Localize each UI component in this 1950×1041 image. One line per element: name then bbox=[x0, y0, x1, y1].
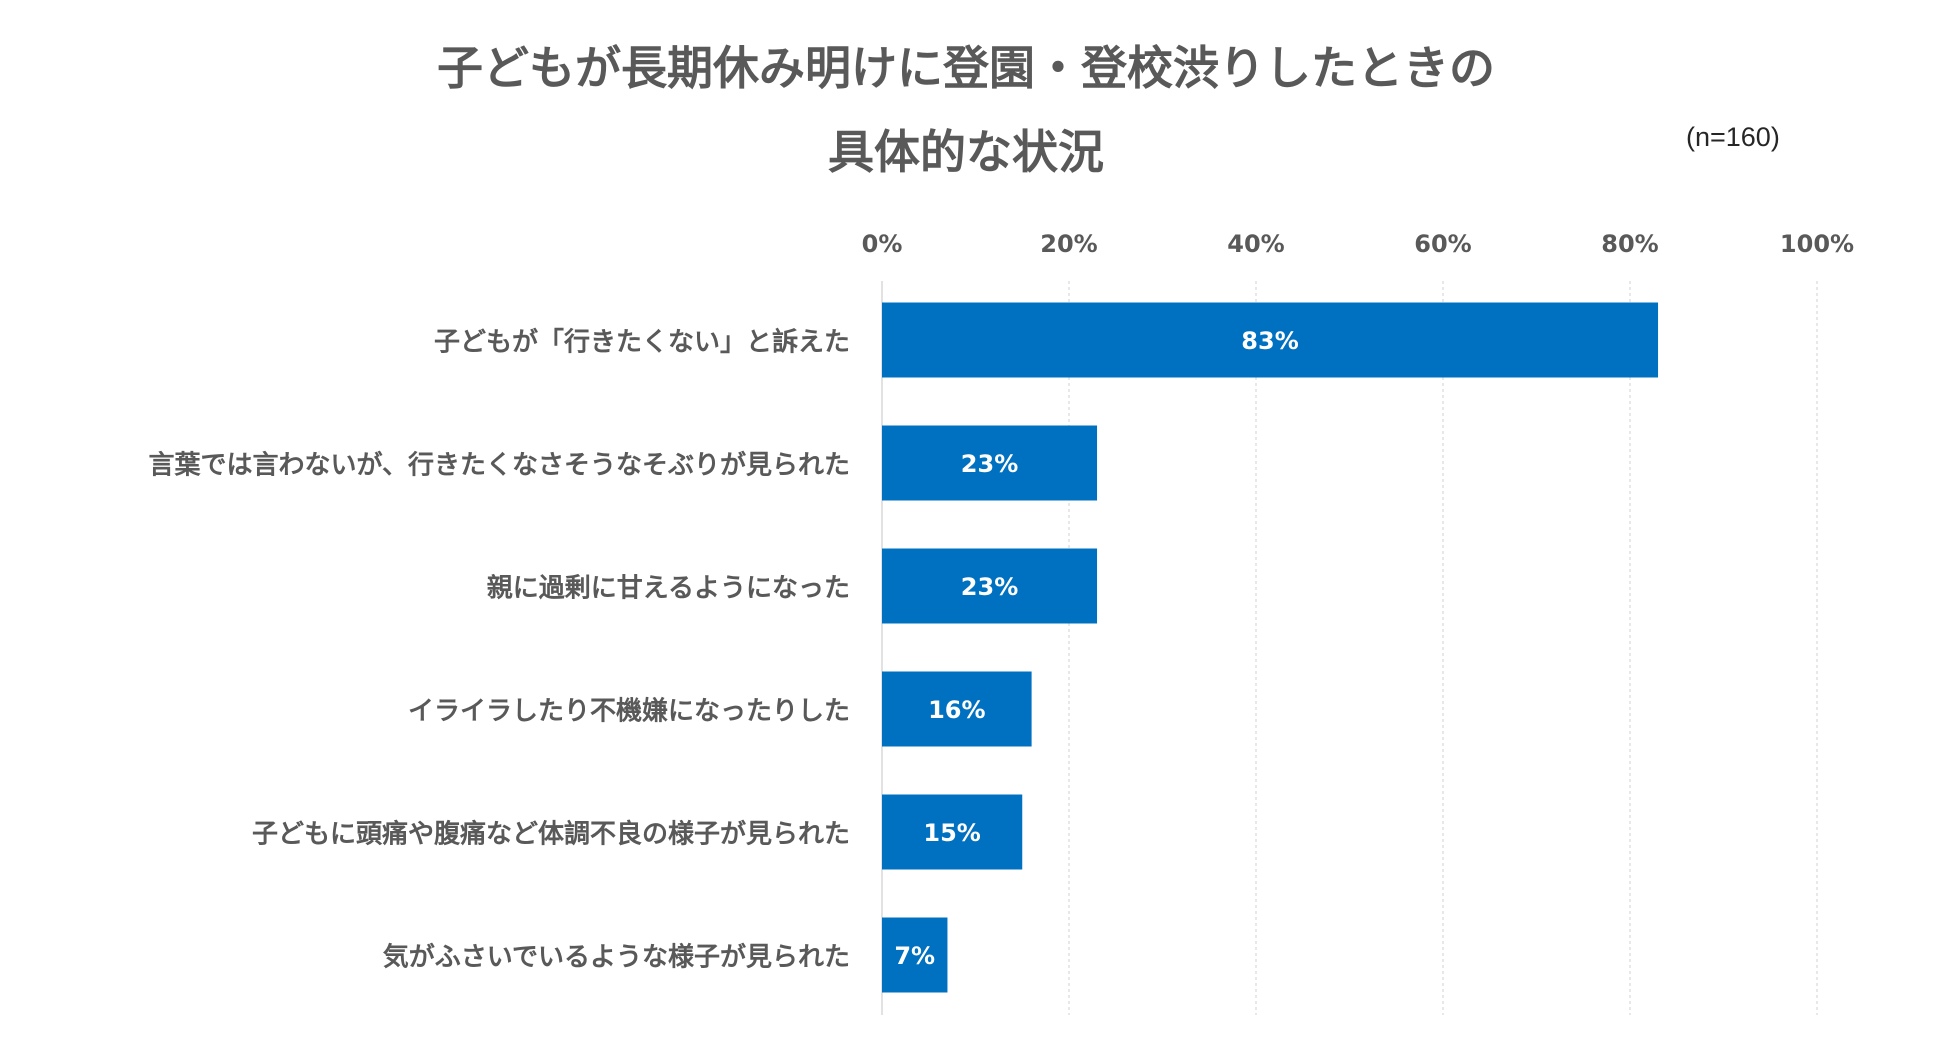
category-label: イライラしたり不機嫌になったりした bbox=[407, 696, 850, 727]
category-label: 親に過剰に甘えるようになった bbox=[486, 573, 850, 604]
bar bbox=[882, 425, 1098, 501]
chart-title-line2: 具体的な状況 bbox=[828, 125, 1104, 179]
x-tick-label: 100% bbox=[1780, 230, 1854, 258]
chart-title: 子どもが長期休み明けに登園・登校渋りしたときの bbox=[437, 41, 1495, 95]
bar bbox=[882, 548, 1098, 624]
data-label: 16% bbox=[928, 696, 985, 724]
data-label: 83% bbox=[1241, 327, 1298, 355]
data-label: 23% bbox=[961, 450, 1018, 478]
category-label: 気がふさいでいるような様子が見られた bbox=[382, 942, 850, 973]
x-tick-label: 80% bbox=[1601, 230, 1658, 258]
bar bbox=[882, 671, 1032, 747]
data-label: 7% bbox=[894, 942, 935, 970]
bar bbox=[882, 794, 1023, 870]
x-tick-label: 40% bbox=[1227, 230, 1284, 258]
x-tick-label: 20% bbox=[1040, 230, 1097, 258]
x-tick-label: 60% bbox=[1414, 230, 1471, 258]
x-tick-label: 0% bbox=[862, 230, 903, 258]
bar bbox=[882, 302, 1659, 378]
category-label: 子どもに頭痛や腹痛など体調不良の様子が見られた bbox=[251, 819, 850, 850]
data-label: 23% bbox=[961, 573, 1018, 601]
data-label: 15% bbox=[923, 819, 980, 847]
category-label: 子どもが「行きたくない」と訴えた bbox=[433, 327, 850, 358]
category-label: 言葉では言わないが、行きたくなさそうなそぶりが見られた bbox=[148, 450, 850, 481]
sample-size-note: (n=160) bbox=[1686, 122, 1780, 152]
bar bbox=[882, 917, 948, 993]
